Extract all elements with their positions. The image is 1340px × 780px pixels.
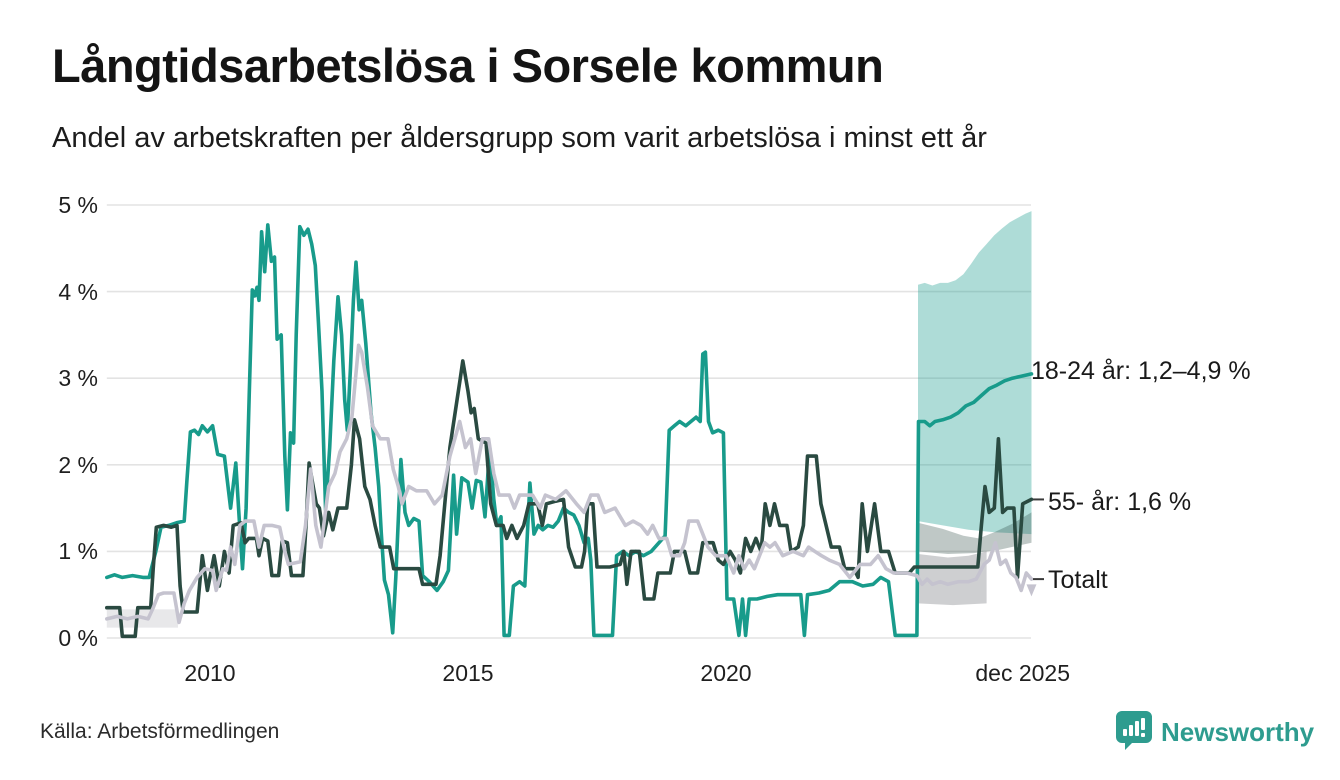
y-axis-tick-label: 5 %	[58, 192, 98, 218]
x-axis-tick-label: dec 2025	[975, 660, 1070, 686]
brand-logo: Newsworthy	[1115, 710, 1314, 755]
y-axis-tick-label: 3 %	[58, 365, 98, 392]
source-note: Källa: Arbetsförmedlingen	[40, 720, 280, 743]
y-axis-tick-label: 0 %	[58, 625, 98, 651]
x-axis-tick-label: 2010	[184, 660, 236, 686]
brand-name: Newsworthy	[1161, 717, 1315, 747]
bar-chart-speech-bubble-icon	[1115, 710, 1153, 755]
y-axis-tick-label: 1 %	[58, 538, 98, 565]
annotation-totalt: Totalt	[1048, 566, 1108, 594]
annotation-55: 55- år: 1,6 %	[1048, 488, 1192, 516]
annotation-18-24: 18-24 år: 1,2–4,9 %	[1031, 357, 1251, 385]
y-axis-tick-label: 4 %	[58, 278, 98, 305]
page-title: Långtidsarbetslösa i Sorsele kommun	[52, 39, 884, 92]
x-axis-tick-label: 2020	[700, 660, 752, 686]
chart-subtitle: Andel av arbetskraften per åldersgrupp s…	[52, 122, 987, 154]
y-axis-tick-label: 2 %	[58, 451, 98, 478]
x-axis-tick-label: 2015	[442, 660, 494, 686]
